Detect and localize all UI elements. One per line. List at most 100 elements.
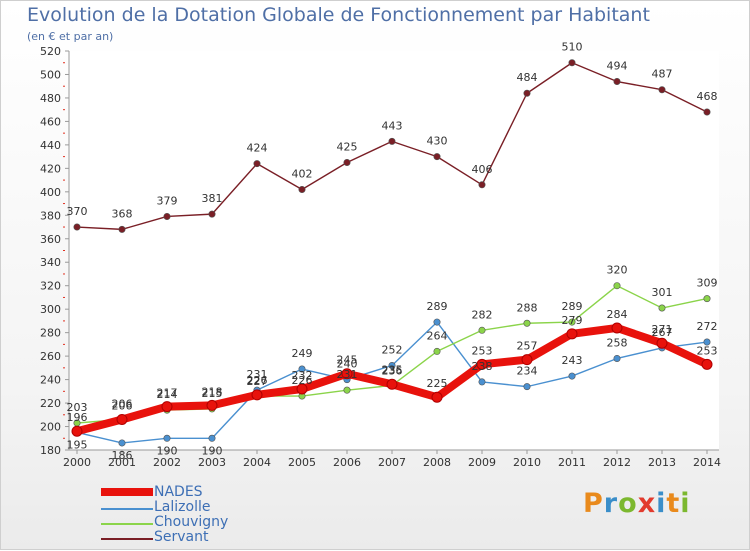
data-point-servant [568, 59, 576, 67]
data-point-nades [71, 425, 83, 437]
data-label-servant: 406 [472, 163, 493, 176]
legend-swatch-lalizolle [101, 508, 153, 510]
data-label-lalizolle: 186 [112, 449, 133, 462]
data-point-chouvigny [523, 319, 531, 327]
x-tick-label: 2012 [603, 456, 631, 469]
data-label-nades: 253 [472, 344, 493, 357]
data-label-servant: 379 [157, 194, 178, 207]
data-point-nades [611, 322, 623, 334]
data-point-chouvigny [343, 386, 351, 394]
legend-swatch-nades [101, 488, 153, 496]
data-point-servant [703, 108, 711, 116]
data-point-lalizolle [523, 383, 531, 391]
data-label-lalizolle: 289 [427, 300, 448, 313]
data-label-nades: 217 [157, 387, 178, 400]
data-label-servant: 370 [67, 205, 88, 218]
data-point-nades [116, 413, 128, 425]
y-tick-label: 400 [40, 186, 61, 199]
y-tick-label: 340 [40, 256, 61, 269]
data-label-chouvigny: 203 [67, 401, 88, 414]
data-point-servant [523, 89, 531, 97]
x-tick-label: 2001 [108, 456, 136, 469]
data-point-servant [433, 153, 441, 161]
data-point-nades [431, 391, 443, 403]
chart-title: Evolution de la Dotation Globale de Fonc… [27, 4, 650, 26]
data-label-chouvigny: 301 [652, 286, 673, 299]
data-label-servant: 402 [292, 167, 313, 180]
x-tick-label: 2014 [693, 456, 721, 469]
data-label-nades: 284 [607, 308, 628, 321]
x-tick-label: 2003 [198, 456, 226, 469]
data-point-lalizolle [388, 362, 396, 370]
data-label-nades: 227 [247, 375, 268, 388]
logo-letter: x [637, 488, 657, 519]
data-point-nades [251, 389, 263, 401]
y-tick-label: 280 [40, 327, 61, 340]
data-label-nades: 225 [427, 377, 448, 390]
y-tick-label: 460 [40, 115, 61, 128]
data-label-chouvigny: 214 [157, 388, 178, 401]
data-label-nades: 257 [517, 340, 538, 353]
data-point-servant [208, 210, 216, 218]
data-label-chouvigny: 226 [292, 374, 313, 387]
data-point-lalizolle [298, 365, 306, 373]
legend-label-nades: NADES [154, 484, 203, 500]
data-label-chouvigny: 235 [382, 363, 403, 376]
data-label-nades: 245 [337, 354, 358, 367]
x-tick-label: 2010 [513, 456, 541, 469]
x-tick-label: 2006 [333, 456, 361, 469]
data-label-nades: 196 [67, 411, 88, 424]
data-point-nades [296, 383, 308, 395]
data-point-servant [253, 160, 261, 168]
data-label-servant: 510 [562, 41, 583, 54]
data-label-servant: 484 [517, 71, 538, 84]
data-point-servant [73, 223, 81, 231]
data-label-lalizolle: 190 [202, 444, 223, 457]
y-tick-label: 440 [40, 139, 61, 152]
data-point-nades [206, 399, 218, 411]
data-point-chouvigny [433, 347, 441, 355]
data-point-lalizolle [118, 439, 126, 447]
data-point-lalizolle [163, 434, 171, 442]
data-label-lalizolle: 238 [472, 360, 493, 373]
proxiti-logo: Proxiti [583, 488, 691, 519]
data-label-chouvigny: 289 [562, 300, 583, 313]
y-tick-label: 380 [40, 209, 61, 222]
data-label-nades: 279 [562, 314, 583, 327]
data-label-lalizolle: 258 [607, 336, 628, 349]
legend-label-servant: Servant [154, 529, 209, 545]
data-label-chouvigny: 309 [697, 277, 718, 290]
data-point-servant [118, 225, 126, 233]
data-point-lalizolle [478, 378, 486, 386]
data-point-chouvigny [478, 326, 486, 334]
x-tick-label: 2005 [288, 456, 316, 469]
data-point-chouvigny [658, 304, 666, 312]
x-tick-label: 2002 [153, 456, 181, 469]
x-tick-label: 2011 [558, 456, 586, 469]
data-point-nades [476, 358, 488, 370]
y-tick-label: 420 [40, 162, 61, 175]
data-label-servant: 443 [382, 119, 403, 132]
data-label-nades: 271 [652, 323, 673, 336]
y-tick-label: 180 [40, 444, 61, 457]
data-label-lalizolle: 252 [382, 344, 403, 357]
chart-subtitle: (en € et par an) [27, 30, 114, 43]
data-label-chouvigny: 226 [247, 374, 268, 387]
data-label-lalizolle: 243 [562, 354, 583, 367]
logo-letter: r [603, 488, 619, 519]
data-label-chouvigny: 215 [202, 387, 223, 400]
data-point-nades [701, 358, 713, 370]
y-tick-label: 360 [40, 233, 61, 246]
data-label-servant: 424 [247, 142, 268, 155]
data-label-servant: 468 [697, 90, 718, 103]
legend-label-lalizolle: Lalizolle [154, 499, 211, 515]
data-point-servant [478, 181, 486, 189]
logo-letter: P [583, 488, 604, 519]
data-label-chouvigny: 282 [472, 308, 493, 321]
data-point-lalizolle [433, 318, 441, 326]
data-label-servant: 430 [427, 135, 448, 148]
data-label-lalizolle: 195 [67, 438, 88, 451]
x-tick-label: 2009 [468, 456, 496, 469]
